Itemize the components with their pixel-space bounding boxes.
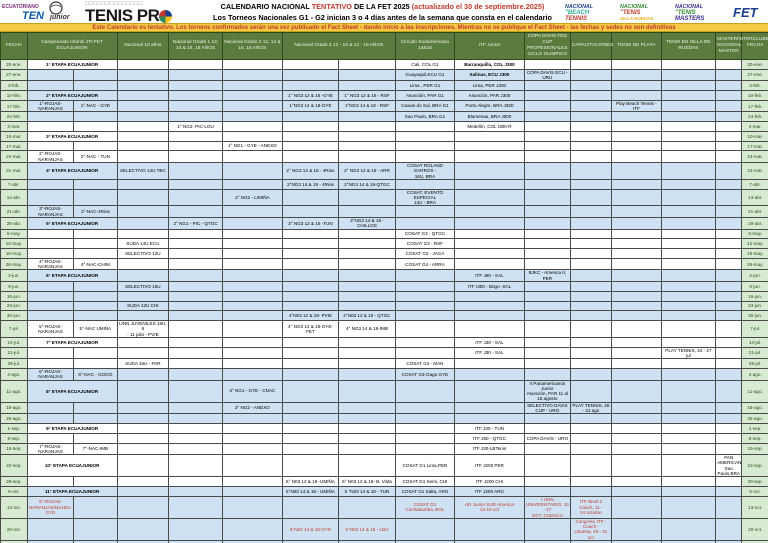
svg-text:FET: FET xyxy=(733,5,759,20)
svg-text:MASTERS: MASTERS xyxy=(675,16,704,22)
svg-text:SILLA RUEDAS: SILLA RUEDAS xyxy=(620,16,653,21)
svg-text:junior: junior xyxy=(49,14,71,21)
svg-text:TENNIS: TENNIS xyxy=(565,16,587,22)
svg-text:TENIS: TENIS xyxy=(22,10,44,22)
